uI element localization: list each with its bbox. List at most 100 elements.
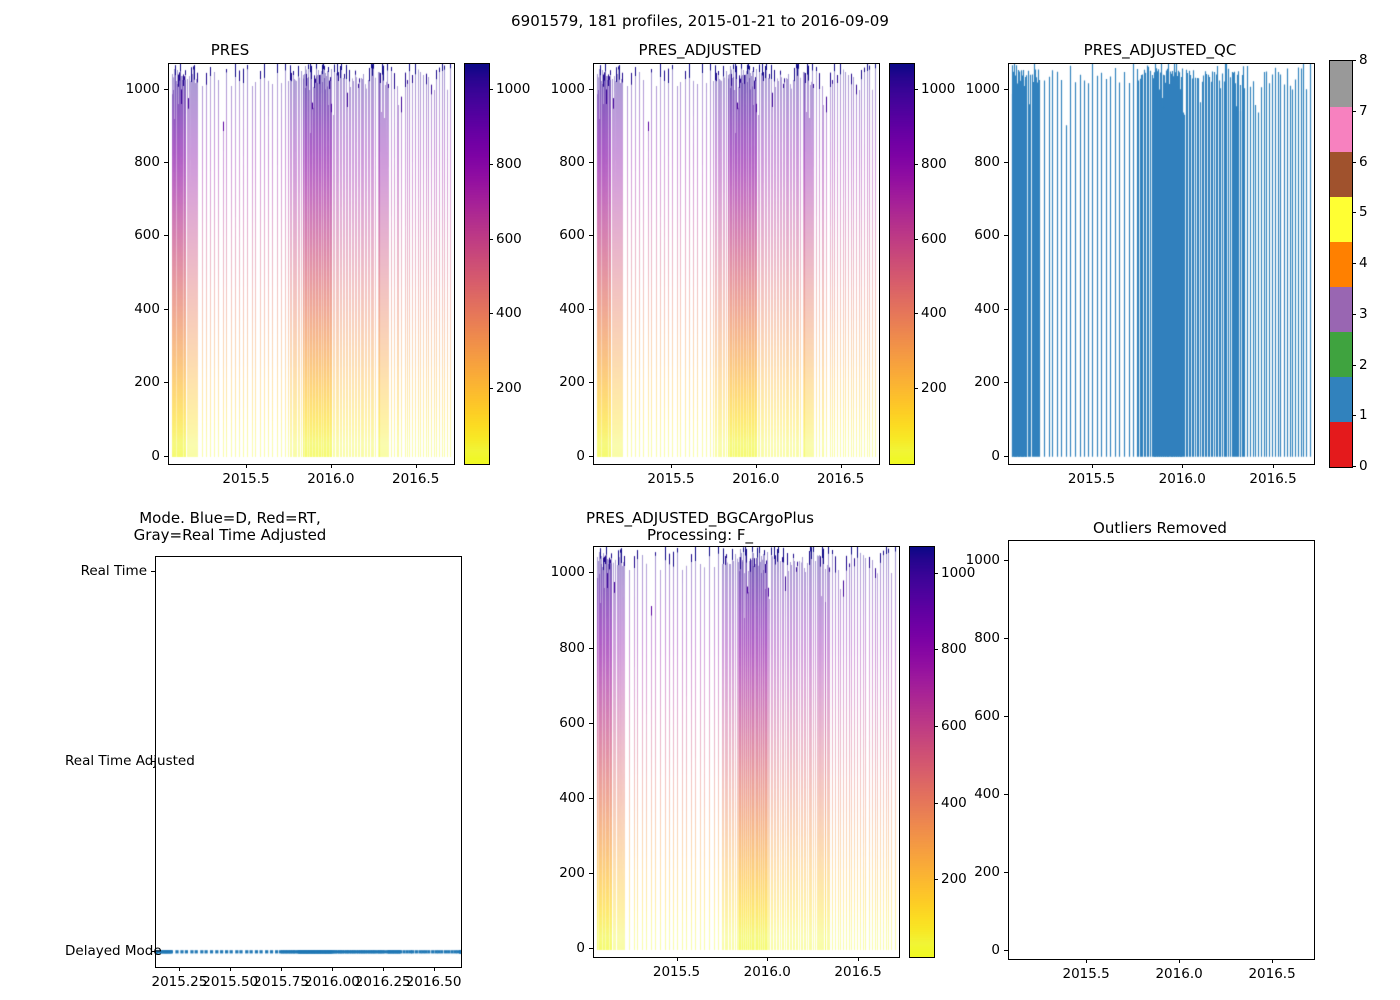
x-tick-label: 2016.0 <box>1155 966 1203 982</box>
colorbar-pres-tickmark <box>489 238 493 240</box>
x-tick-label: 2016.0 <box>743 964 791 980</box>
y-tick-label: 1000 <box>125 80 160 97</box>
colorbar-pres-tick-label: 200 <box>496 380 522 397</box>
colorbar-pres-tick-label: 400 <box>496 305 522 322</box>
x-tickmark <box>767 957 769 961</box>
y-tickmark <box>1004 88 1008 90</box>
y-tick-label: 400 <box>559 300 585 317</box>
panel-pres-adjusted-title: PRES_ADJUSTED <box>638 41 762 59</box>
colorbar-qc-tick-label: 7 <box>1359 102 1368 119</box>
colorbar-pres-tick-label: 1000 <box>496 81 531 98</box>
colorbar-pres-tickmark <box>489 89 493 91</box>
y-tick-label: 0 <box>576 447 585 464</box>
x-tick-label: 2016.5 <box>817 471 865 487</box>
panel-pres-adjusted-qc: PRES_ADJUSTED_QC 0 200 400 600 800 1000 2015.5… <box>940 40 1400 487</box>
panel-outliers-removed-title: Outliers Removed <box>1093 519 1227 537</box>
colorbar-qc-tick-label: 3 <box>1359 305 1368 322</box>
y-tickmark <box>1004 715 1008 717</box>
colorbar-qc-segment-1 <box>1330 376 1352 423</box>
y-tickmark <box>1004 793 1008 795</box>
x-tick-label: 2016.00 <box>303 974 360 990</box>
colorbar-pres-adjusted-tickmark <box>914 388 918 390</box>
y-tick-label: 200 <box>974 864 1000 881</box>
y-tick-label: 0 <box>991 447 1000 464</box>
mode-scatter-canvas <box>156 557 461 967</box>
y-tickmark <box>1004 637 1008 639</box>
y-tick-label: 400 <box>134 300 160 317</box>
x-tickmark <box>246 464 248 468</box>
outliers-removed-canvas <box>1009 541 1314 959</box>
y-tick-label: 1000 <box>550 80 585 97</box>
x-tickmark <box>1179 959 1181 963</box>
colorbar-pres-adjusted-tickmark <box>914 89 918 91</box>
y-tickmark <box>589 162 593 164</box>
colorbar-pres-adjusted-tick-label: 400 <box>921 305 947 322</box>
y-tick-label: 600 <box>974 707 1000 724</box>
y-tickmark <box>151 950 155 952</box>
colorbar-pres-adjusted <box>889 63 915 465</box>
x-tick-label: 2015.25 <box>151 974 208 990</box>
colorbar-pres-tickmark <box>489 163 493 165</box>
y-tickmark <box>589 308 593 310</box>
colorbar-qc-segment-8 <box>1330 61 1352 107</box>
y-tick-label: Real Time <box>80 563 147 580</box>
x-tickmark <box>331 967 333 971</box>
x-tickmark <box>382 967 384 971</box>
y-tick-label: 600 <box>134 227 160 244</box>
y-tickmark <box>1004 455 1008 457</box>
x-tickmark <box>1182 464 1184 468</box>
figure-suptitle: 6901579, 181 profiles, 2015-01-21 to 201… <box>510 12 890 30</box>
colorbar-qc <box>1329 60 1353 468</box>
colorbar-pres-tick-label: 600 <box>496 230 522 247</box>
colorbar-qc-tickmark <box>1352 110 1356 112</box>
y-tickmark <box>589 382 593 384</box>
x-tick-label: 2016.25 <box>354 974 411 990</box>
x-tickmark <box>179 967 181 971</box>
y-tick-label: 400 <box>974 300 1000 317</box>
panel-mode: Mode. Blue=D, Red=RT, Gray=Real Time Adj… <box>0 508 470 990</box>
y-tickmark <box>1004 162 1008 164</box>
x-tick-label: 2016.0 <box>732 471 780 487</box>
x-tick-label: 2016.5 <box>392 471 440 487</box>
y-tickmark <box>589 647 593 649</box>
x-tick-label: 2015.5 <box>1067 471 1116 487</box>
x-tickmark <box>671 464 673 468</box>
x-tick-label: 2015.75 <box>253 974 309 990</box>
colorbar-qc-tickmark <box>1352 364 1356 366</box>
panel-bgcargoplus-title: PRES_ADJUSTED_BGCArgoPlus Processing: F_ <box>586 509 814 544</box>
panel-pres: PRES 0 200 400 600 800 1000 2015.5 2016.0 2016.5… <box>0 40 531 487</box>
y-tick-label: 0 <box>576 940 585 957</box>
colorbar-pres-tickmark <box>489 388 493 390</box>
x-tickmark <box>330 464 332 468</box>
y-tickmark <box>1004 382 1008 384</box>
y-tick-label: 1000 <box>965 551 1000 568</box>
y-tick-label: 600 <box>974 227 1000 244</box>
y-tickmark <box>1004 872 1008 874</box>
y-tick-label: 1000 <box>550 564 585 581</box>
y-tickmark <box>151 571 155 573</box>
colorbar-bgcargoplus <box>909 546 935 958</box>
colorbar-qc-segment-4 <box>1330 241 1352 288</box>
panel-outliers-removed: Outliers Removed 0 200 400 600 800 1000 2015.5… <box>940 508 1400 988</box>
colorbar-pres-adjusted-tickmark <box>914 313 918 315</box>
colorbar-qc-tickmark <box>1352 415 1356 417</box>
colorbar-qc-segment-3 <box>1330 286 1352 333</box>
y-tick-label: 200 <box>974 374 1000 391</box>
plot-area-bgcargoplus <box>593 546 900 958</box>
x-tick-label: 2015.5 <box>1062 966 1110 982</box>
colorbar-qc-tickmark <box>1352 212 1356 214</box>
y-tick-label: 1000 <box>965 80 1000 97</box>
colorbar-qc-tick-label: 2 <box>1359 356 1368 373</box>
x-tick-label: 2016.5 <box>1248 966 1296 982</box>
colorbar-qc-tick-label: 5 <box>1359 204 1368 221</box>
pres-profile-canvas <box>169 64 454 464</box>
y-tick-label: 800 <box>559 639 585 656</box>
x-tickmark <box>676 957 678 961</box>
y-tick-label: 600 <box>559 227 585 244</box>
colorbar-pres-adjusted-tick-label: 1000 <box>921 81 956 98</box>
colorbar-pres-gradient <box>465 64 489 464</box>
plot-area-pres <box>168 63 455 465</box>
y-tickmark <box>589 235 593 237</box>
y-tickmark <box>151 761 155 762</box>
